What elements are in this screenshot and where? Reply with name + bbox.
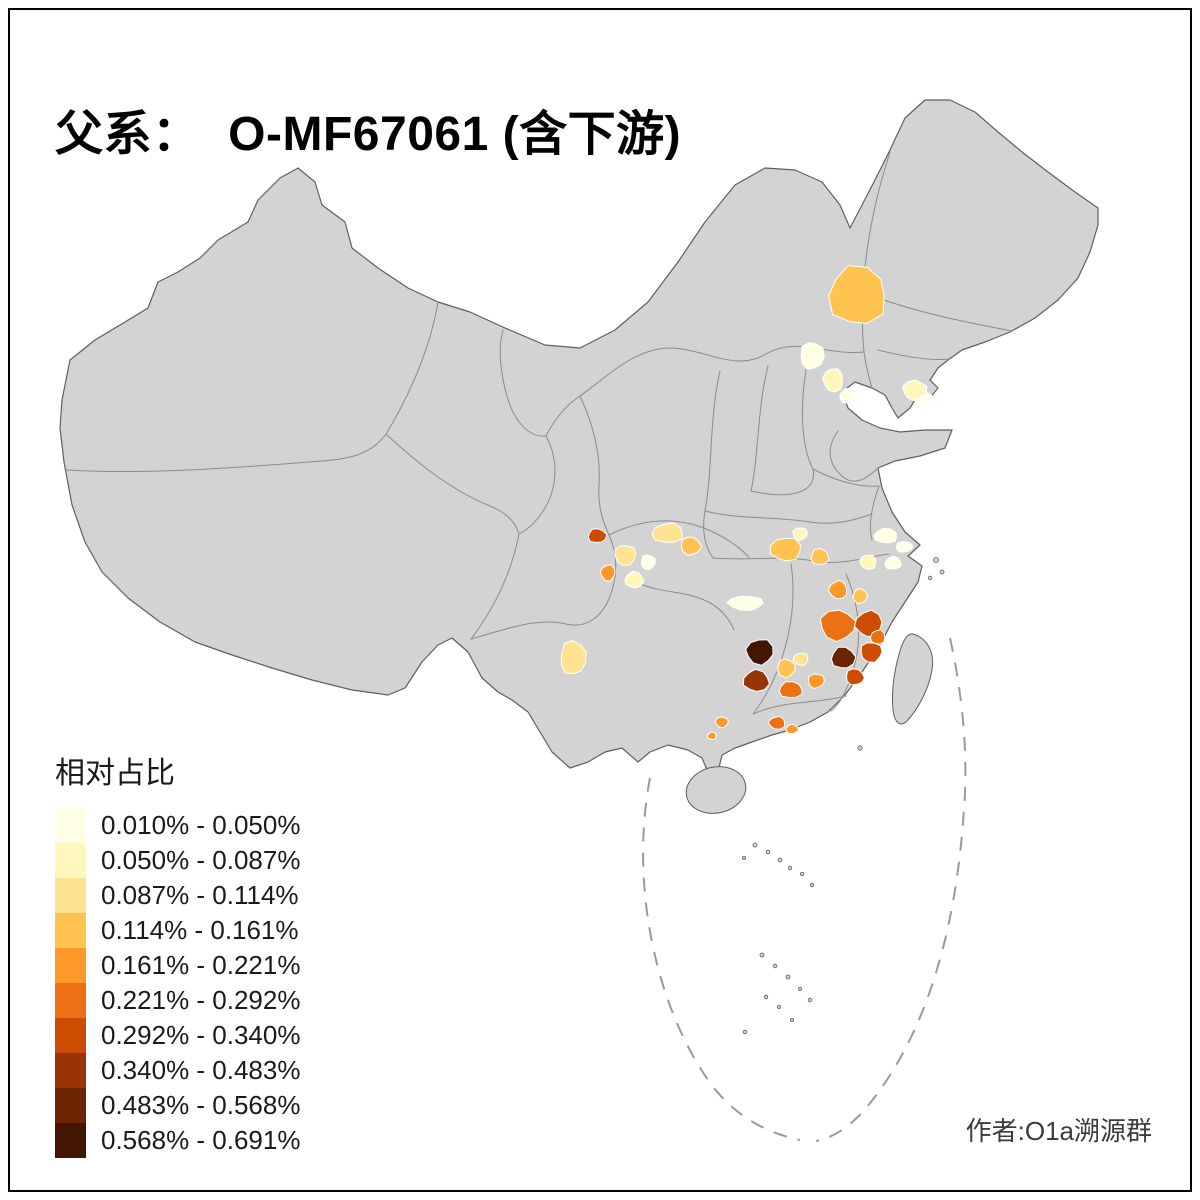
prefecture-region	[742, 668, 771, 693]
legend-range-label: 0.114% - 0.161%	[101, 915, 299, 945]
prefecture-region	[860, 642, 883, 663]
legend-entry: 0.050% - 0.087%	[55, 843, 300, 878]
prefecture-region	[560, 639, 587, 675]
prefecture-region	[800, 342, 825, 370]
legend-swatch	[55, 1088, 86, 1123]
legend-swatch	[55, 1018, 86, 1053]
legend-range-label: 0.483% - 0.568%	[101, 1090, 301, 1120]
legend-range-label: 0.340% - 0.483%	[101, 1055, 301, 1085]
legend-range-label: 0.050% - 0.087%	[101, 845, 301, 875]
legend-swatch	[55, 808, 86, 843]
legend-range-label: 0.292% - 0.340%	[101, 1020, 301, 1050]
legend-swatch	[55, 843, 86, 878]
prefecture-region	[614, 545, 637, 566]
map-frame	[8, 8, 1192, 1192]
prefecture-region	[901, 379, 928, 402]
mainland-outline	[59, 99, 1099, 773]
prefecture-region	[769, 537, 802, 562]
prefecture-region	[778, 681, 803, 699]
prefecture-region	[624, 570, 645, 589]
prefecture-region	[845, 668, 866, 686]
legend-swatch	[55, 948, 86, 983]
legend-swatch	[55, 878, 86, 913]
prefecture-region	[852, 588, 869, 605]
prefecture-region	[919, 392, 934, 405]
prefecture-region	[830, 646, 857, 669]
legend-entry: 0.483% - 0.568%	[55, 1088, 300, 1123]
prefecture-region	[869, 629, 886, 645]
colored-prefectures	[560, 265, 934, 741]
prefecture-region	[785, 723, 800, 735]
legend-swatch	[55, 983, 86, 1018]
legend-entry: 0.161% - 0.221%	[55, 948, 300, 983]
legend-rows: 0.010% - 0.050% 0.050% - 0.087% 0.087% - 0…	[55, 808, 300, 1158]
prefecture-region	[810, 548, 830, 566]
prefecture-region	[808, 673, 825, 690]
prefecture-region	[777, 658, 796, 679]
hainan-island	[685, 766, 747, 814]
legend-range-label: 0.087% - 0.114%	[101, 880, 299, 910]
legend-range-label: 0.221% - 0.292%	[101, 985, 301, 1015]
legend-range-label: 0.010% - 0.050%	[101, 810, 301, 840]
legend-entry: 0.221% - 0.292%	[55, 983, 300, 1018]
legend-entry: 0.568% - 0.691%	[55, 1123, 300, 1158]
legend-swatch	[55, 1123, 86, 1158]
prefecture-region	[651, 522, 683, 543]
attribution: 作者:O1a溯源群	[965, 1116, 1152, 1146]
prefecture-region	[726, 595, 764, 612]
legend-entry: 0.087% - 0.114%	[55, 878, 300, 913]
prefecture-region	[599, 564, 616, 582]
legend-entry: 0.340% - 0.483%	[55, 1053, 300, 1088]
prefecture-region	[819, 609, 857, 643]
prefecture-region	[792, 652, 809, 666]
legend-range-label: 0.161% - 0.221%	[101, 950, 301, 980]
prefecture-region	[896, 540, 913, 553]
prefecture-region	[587, 528, 608, 544]
prefecture-region	[745, 639, 774, 666]
prefecture-region	[707, 731, 717, 741]
prefecture-region	[767, 715, 786, 730]
prefecture-region	[859, 554, 877, 571]
prefecture-region	[828, 265, 885, 324]
prefecture-region	[680, 536, 703, 556]
legend-entry: 0.114% - 0.161%	[55, 913, 300, 948]
nine-dash-line	[642, 637, 967, 1142]
province-borders	[65, 151, 1013, 715]
prefecture-region	[821, 368, 843, 393]
south-china-sea-islands	[742, 557, 945, 1035]
taiwan-island	[892, 633, 934, 725]
legend-swatch	[55, 913, 86, 948]
prefecture-region	[839, 387, 856, 404]
prefecture-region	[714, 716, 729, 729]
prefecture-region	[640, 554, 656, 571]
prefecture-region	[884, 555, 902, 570]
legend-title: 相对占比	[55, 757, 175, 790]
legend-range-label: 0.568% - 0.691%	[101, 1125, 301, 1155]
legend: 相对占比 0.010% - 0.050% 0.050% - 0.087% 0.087…	[55, 748, 300, 1158]
prefecture-region	[827, 579, 848, 600]
prefecture-region	[792, 527, 808, 542]
legend-entry: 0.292% - 0.340%	[55, 1018, 300, 1053]
legend-entry: 0.010% - 0.050%	[55, 808, 300, 843]
prefecture-region	[873, 527, 898, 544]
legend-swatch	[55, 1053, 86, 1088]
map-title: 父系： O-MF67061 (含下游)	[55, 108, 682, 162]
